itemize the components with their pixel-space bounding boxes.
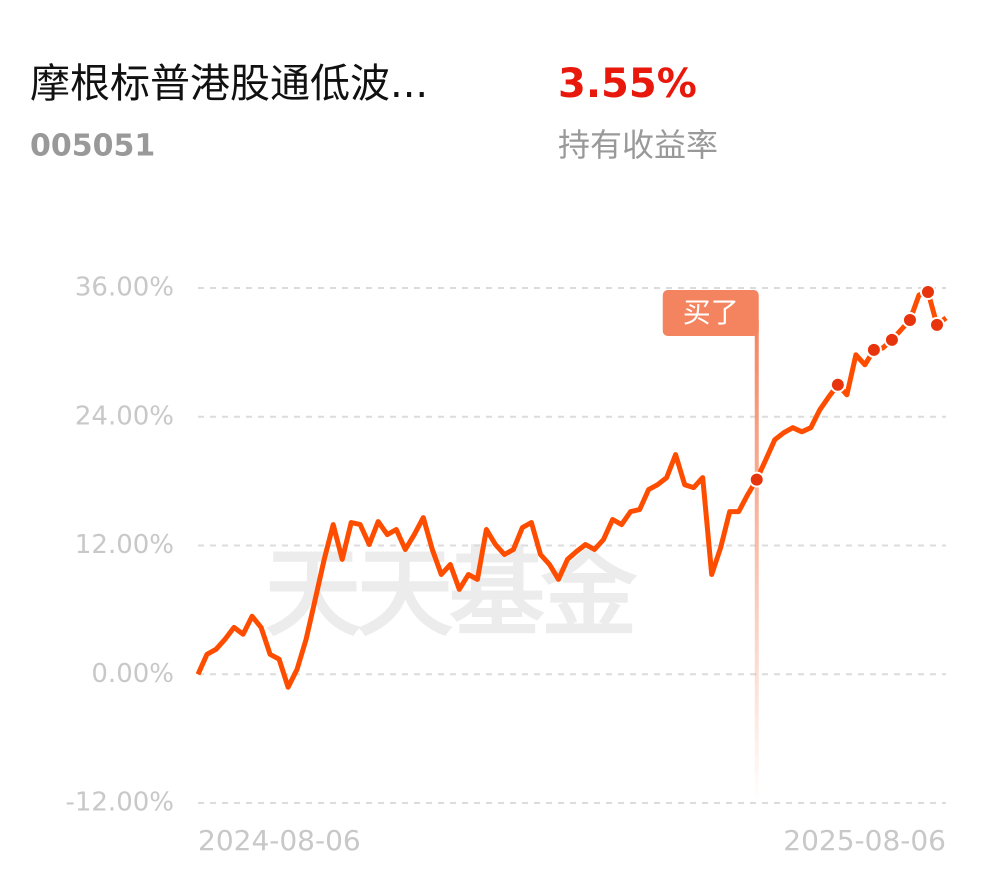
holding-return-label: 持有收益率 [558,126,718,164]
buy-line [754,320,759,803]
trade-marker [883,331,900,348]
chart: 天天基金 -12.00% 0.00% 12.00% 24.00% 36.00% 2024-0… [65,273,948,857]
trade-marker [901,311,918,328]
fund-code: 005051 [30,129,155,164]
y-tick-label: -12.00% [65,788,174,818]
trade-marker [919,283,936,300]
trade-marker [748,471,765,488]
x-tick-label: 2024-08-06 [198,824,361,857]
y-tick-label: 36.00% [75,273,174,303]
y-tick-label: 0.00% [91,659,174,689]
y-tick-label: 24.00% [75,401,174,431]
fund-title: 摩根标普港股通低波... [30,61,428,107]
trade-marker [928,316,945,333]
trade-marker [865,341,882,358]
line [195,289,948,690]
buy-label: 买了 [683,296,739,329]
x-tick-label: 2025-08-06 [783,824,946,857]
holding-return: 3.55% [558,61,697,107]
buy-label-box [662,290,759,336]
trade-marker [829,376,846,393]
y-tick-label: 12.00% [75,530,174,560]
watermark: 天天基金 [265,537,638,649]
